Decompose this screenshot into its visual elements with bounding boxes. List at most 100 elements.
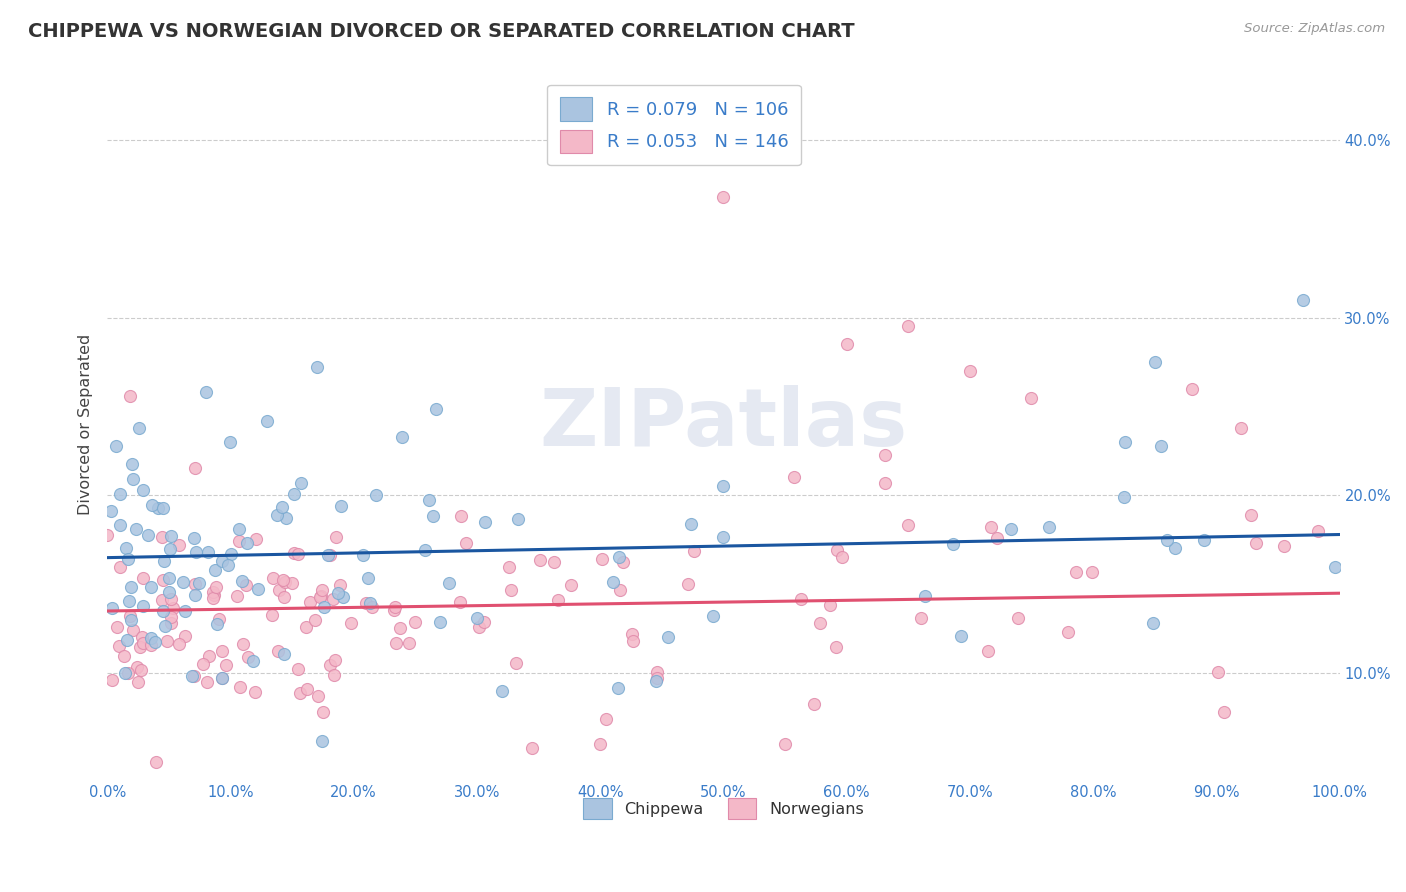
Point (352, 549, 374, 563)
Point (157, 585, 180, 599)
Point (215, 658, 238, 673)
Point (108, 518, 131, 533)
Point (217, 558, 239, 572)
Point (121, 473, 143, 487)
Point (322, 592, 344, 607)
Point (449, 595, 471, 609)
Point (959, 364, 981, 378)
Point (1156, 533, 1178, 547)
Point (529, 553, 551, 567)
Point (986, 532, 1008, 546)
Point (429, 615, 451, 630)
Point (271, 500, 294, 514)
Point (108, 486, 131, 500)
Point (340, 616, 363, 631)
Point (184, 545, 207, 559)
Point (211, 671, 233, 685)
Point (506, 512, 529, 526)
Point (132, 570, 155, 584)
Point (1142, 615, 1164, 630)
Point (128, 420, 150, 434)
Point (356, 571, 378, 585)
Point (1150, 439, 1173, 453)
Point (326, 586, 349, 600)
Y-axis label: Divorced or Separated: Divorced or Separated (79, 334, 93, 515)
Point (388, 621, 411, 635)
Point (1272, 539, 1295, 553)
Point (132, 483, 155, 498)
Point (437, 575, 460, 590)
Point (231, 574, 253, 588)
Point (491, 684, 513, 698)
Point (105, 620, 128, 634)
Point (197, 649, 219, 664)
Point (910, 611, 932, 625)
Point (391, 430, 413, 444)
Point (589, 738, 612, 752)
Point (236, 650, 259, 665)
Point (418, 492, 440, 507)
Point (612, 555, 634, 569)
Point (108, 640, 131, 654)
Point (162, 601, 184, 615)
Point (467, 620, 489, 634)
Point (183, 532, 205, 546)
Point (228, 522, 250, 536)
Point (141, 632, 163, 646)
Point (609, 582, 631, 597)
Point (783, 469, 806, 483)
Point (773, 738, 796, 752)
Point (228, 533, 250, 548)
Point (136, 527, 159, 541)
Point (132, 636, 155, 650)
Point (1007, 611, 1029, 625)
Point (262, 571, 284, 585)
Point (120, 580, 142, 594)
Point (1038, 520, 1060, 534)
Point (211, 671, 233, 685)
Point (247, 582, 270, 597)
Point (295, 681, 318, 696)
Point (273, 647, 295, 661)
Point (790, 591, 813, 606)
Point (385, 636, 408, 650)
Point (1000, 522, 1022, 536)
Text: Source: ZipAtlas.com: Source: ZipAtlas.com (1244, 22, 1385, 36)
Point (211, 554, 233, 568)
Point (425, 402, 447, 417)
Point (307, 689, 329, 703)
Point (304, 613, 326, 627)
Point (273, 590, 295, 604)
Point (422, 509, 444, 524)
Point (155, 619, 177, 633)
Point (645, 671, 668, 685)
Point (184, 461, 207, 475)
Point (329, 578, 352, 592)
Point (115, 633, 138, 648)
Point (117, 665, 139, 680)
Point (187, 575, 209, 590)
Point (1212, 705, 1234, 719)
Text: ZIPatlas: ZIPatlas (540, 385, 907, 463)
Point (702, 609, 724, 624)
Point (112, 648, 135, 663)
Point (235, 577, 257, 591)
Point (1064, 565, 1087, 579)
Point (283, 546, 305, 560)
Point (157, 571, 180, 585)
Point (167, 637, 190, 651)
Point (242, 654, 264, 668)
Point (139, 580, 162, 594)
Point (595, 712, 617, 726)
Point (332, 591, 354, 605)
Point (1081, 565, 1104, 579)
Point (194, 385, 217, 400)
Point (1114, 435, 1136, 450)
Point (1021, 391, 1043, 405)
Point (318, 657, 340, 672)
Point (160, 615, 183, 630)
Point (474, 515, 496, 529)
Point (1206, 665, 1229, 679)
Point (129, 663, 152, 677)
Point (803, 698, 825, 712)
